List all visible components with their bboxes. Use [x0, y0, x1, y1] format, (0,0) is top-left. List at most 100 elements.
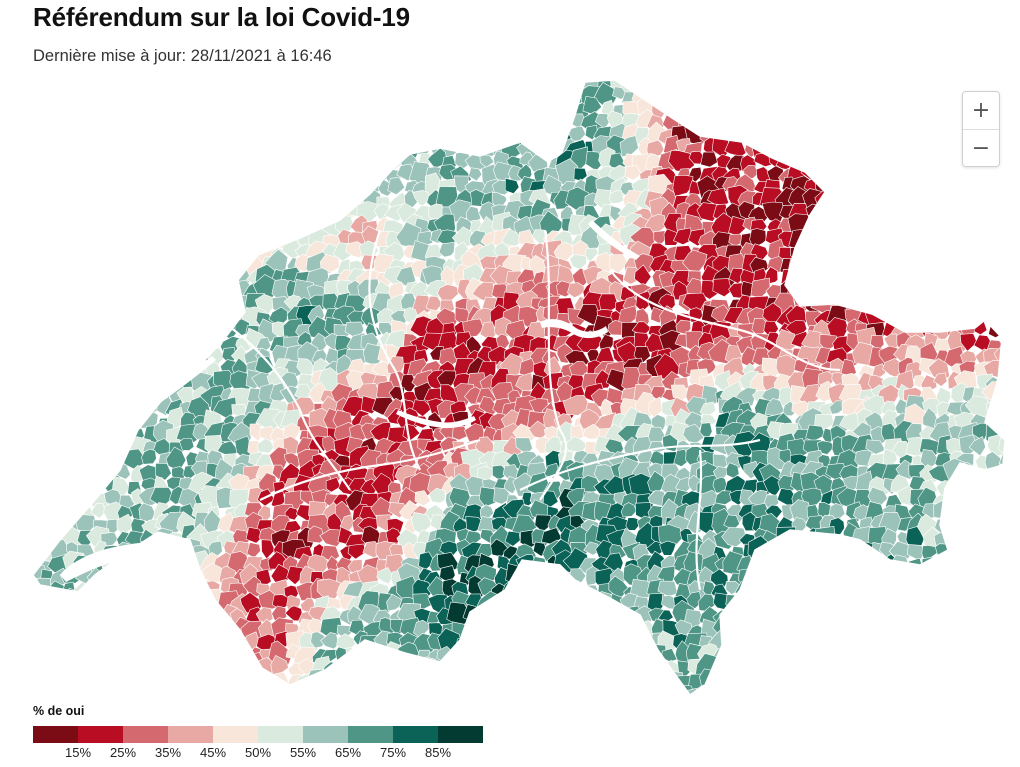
commune-cell — [124, 674, 149, 695]
commune-cell — [584, 247, 599, 263]
commune-cell — [971, 252, 994, 273]
commune-cell — [821, 70, 839, 76]
commune-cell — [754, 701, 771, 710]
commune-cell — [88, 700, 102, 711]
commune-cell — [113, 358, 130, 377]
commune-cell — [60, 145, 82, 169]
commune-cell — [194, 683, 214, 695]
commune-cell — [33, 499, 43, 521]
map-canvas[interactable] — [0, 70, 1020, 710]
commune-cell — [880, 127, 900, 148]
commune-cell — [399, 659, 419, 682]
commune-cell — [959, 292, 978, 312]
commune-cell — [906, 216, 927, 240]
commune-cell — [8, 449, 28, 467]
commune-cell — [468, 80, 485, 96]
commune-cell — [931, 218, 950, 239]
commune-cell — [123, 80, 145, 96]
commune-cell — [609, 658, 625, 674]
commune-cell — [33, 80, 42, 81]
commune-cell — [163, 137, 190, 163]
commune-cell — [851, 654, 874, 675]
commune-cell — [698, 87, 719, 109]
commune-cell — [545, 630, 561, 648]
commune-cell — [16, 218, 29, 233]
commune-cell — [760, 653, 787, 680]
commune-cell — [673, 80, 693, 81]
zoom-in-button[interactable]: + — [963, 92, 999, 129]
commune-cell — [63, 374, 87, 397]
commune-cell — [89, 610, 108, 629]
legend-swatch — [168, 726, 213, 743]
commune-cell — [71, 680, 96, 695]
zoom-controls: + − — [962, 91, 1000, 167]
commune-cell — [951, 597, 968, 613]
commune-cell — [777, 645, 800, 667]
commune-cell — [840, 610, 860, 627]
commune-cell — [205, 700, 224, 711]
commune-cell — [525, 80, 549, 91]
commune-cell — [814, 699, 833, 710]
commune-cell — [998, 80, 1005, 84]
commune-cell — [879, 219, 898, 239]
commune-cell — [194, 125, 214, 146]
commune-cell — [749, 635, 769, 654]
zoom-out-button[interactable]: − — [963, 129, 999, 166]
commune-cell — [309, 85, 332, 107]
commune-cell — [976, 516, 994, 533]
commune-cell — [722, 700, 740, 710]
legend-label: 25% — [109, 745, 137, 760]
commune-cell — [920, 578, 940, 600]
commune-cell — [1004, 283, 1005, 300]
commune-cell — [115, 622, 131, 640]
commune-cell — [736, 80, 756, 93]
commune-cell — [942, 645, 967, 668]
commune-cell — [984, 644, 1005, 663]
commune-cell — [38, 239, 58, 259]
commune-cell — [103, 605, 120, 628]
commune-cell — [387, 80, 408, 86]
commune-cell — [863, 641, 890, 667]
commune-cell — [594, 605, 615, 626]
commune-cell — [975, 299, 994, 318]
commune-cell — [967, 605, 993, 629]
commune-cell — [921, 126, 941, 145]
commune-cell — [585, 644, 605, 662]
commune-cell — [801, 226, 825, 250]
commune-cell — [740, 99, 761, 125]
commune-cell — [622, 672, 644, 693]
commune-cell — [347, 98, 368, 118]
commune-cell — [971, 543, 994, 562]
commune-cell — [881, 676, 897, 690]
commune-cell — [259, 80, 281, 81]
commune-cell — [230, 117, 248, 132]
commune-cell — [34, 274, 51, 289]
commune-cell — [116, 176, 134, 192]
choropleth-map[interactable] — [0, 70, 1020, 710]
commune-cell — [254, 201, 277, 223]
commune-cell — [950, 70, 968, 76]
commune-cell — [176, 629, 196, 649]
commune-cell — [751, 80, 769, 95]
commune-cell — [358, 98, 382, 122]
commune-cell — [72, 440, 95, 457]
commune-cell — [130, 215, 146, 233]
commune-cell — [272, 139, 289, 155]
commune-cell — [110, 399, 132, 422]
commune-cell — [66, 70, 83, 78]
commune-cell — [929, 80, 953, 96]
commune-cell — [910, 644, 926, 661]
commune-cell — [960, 231, 979, 246]
commune-cell — [988, 244, 1005, 262]
commune-cell — [877, 95, 903, 119]
commune-cell — [945, 177, 962, 196]
commune-cell — [672, 227, 692, 246]
commune-cell — [33, 492, 42, 509]
commune-cell — [1001, 359, 1005, 378]
commune-cell — [309, 80, 326, 82]
commune-cell — [958, 80, 979, 84]
commune-cell — [647, 672, 672, 695]
commune-cell — [33, 605, 46, 631]
commune-cell — [488, 647, 510, 666]
commune-cell — [34, 620, 58, 644]
